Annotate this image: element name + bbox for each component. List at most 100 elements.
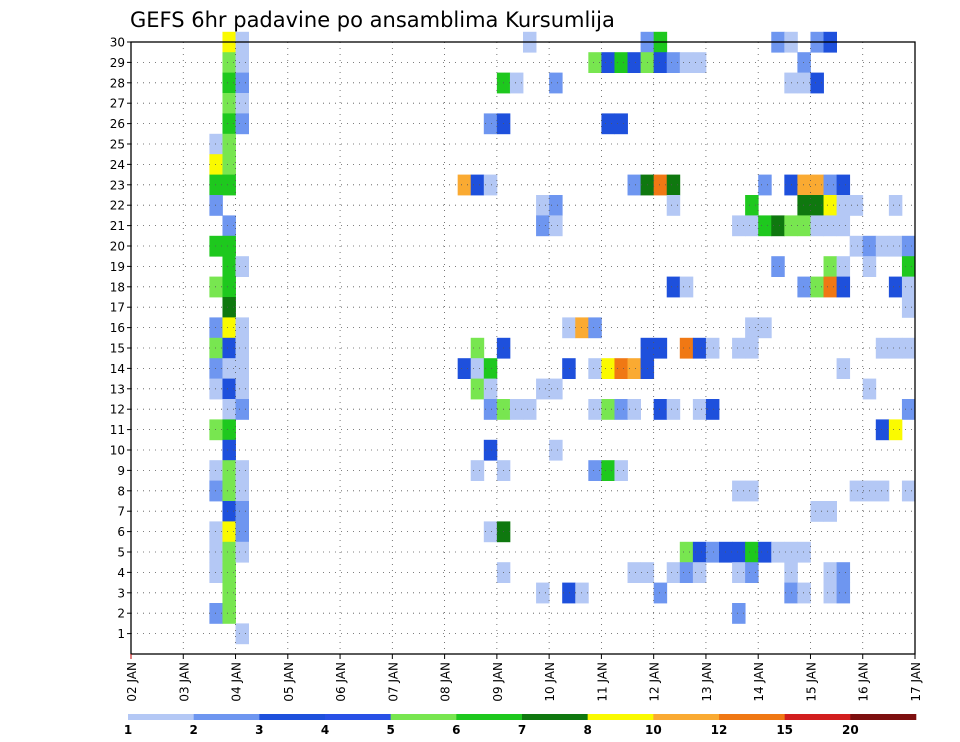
y-tick-label: 3: [117, 586, 125, 600]
y-tick-label: 29: [110, 56, 125, 70]
colorbar-segment: [325, 714, 391, 720]
heatmap-cell: [483, 521, 498, 543]
y-tick-label: 21: [110, 219, 125, 233]
y-tick-label: 30: [110, 36, 125, 50]
heatmap-cell: [810, 215, 824, 237]
heatmap-cell: [901, 256, 916, 277]
y-tick-label: 17: [110, 301, 125, 315]
heatmap-cell: [209, 195, 223, 216]
heatmap-cell: [549, 72, 563, 94]
colorbar-label: 20: [842, 723, 859, 737]
heatmap-cell: [888, 195, 903, 216]
heatmap-cell: [836, 256, 851, 277]
colorbar-label: 6: [452, 723, 460, 737]
heatmap-cell: [901, 337, 916, 359]
colorbar-segment: [850, 714, 917, 720]
heatmap-cell: [536, 195, 550, 216]
heatmap-cell: [692, 337, 707, 359]
heatmap-cell: [810, 276, 824, 298]
y-tick-label: 6: [117, 525, 125, 539]
heatmap-cell: [823, 276, 837, 298]
heatmap-cell: [209, 378, 223, 400]
heatmap-cell: [549, 215, 563, 237]
x-tick-label: 15 JAN: [804, 662, 818, 702]
heatmap-cell: [836, 562, 851, 583]
y-tick-label: 22: [110, 199, 125, 213]
x-tick-label: 04 JAN: [230, 662, 244, 702]
heatmap-cell: [679, 276, 694, 298]
heatmap-cell: [222, 399, 236, 420]
heatmap-cell: [627, 358, 641, 379]
y-tick-label: 28: [110, 76, 125, 90]
chart-title: GEFS 6hr padavine po ansamblima Kursumli…: [130, 8, 615, 32]
heatmap-cell: [235, 317, 249, 339]
heatmap-cell: [901, 480, 916, 502]
heatmap-cell: [209, 460, 223, 481]
heatmap-cell: [222, 154, 236, 175]
heatmap-cell: [235, 337, 249, 359]
heatmap-cell: [614, 358, 628, 379]
x-tick-label: 11 JAN: [595, 662, 609, 702]
heatmap-cell: [797, 72, 811, 94]
heatmap-cell: [483, 358, 498, 379]
heatmap-cell: [588, 399, 602, 420]
heatmap-cell: [810, 195, 824, 216]
y-tick-label: 25: [110, 138, 125, 152]
heatmap-cell: [523, 399, 537, 420]
heatmap-cell: [666, 195, 681, 216]
y-tick-label: 19: [110, 260, 125, 274]
heatmap-cell: [483, 378, 498, 400]
heatmap-cell: [457, 174, 472, 196]
heatmap-cell: [836, 174, 851, 196]
heatmap-cell: [575, 317, 589, 339]
heatmap-cell: [614, 399, 628, 420]
heatmap-cell: [666, 174, 681, 196]
colorbar-segment: [719, 714, 785, 720]
heatmap-cell: [562, 317, 576, 339]
heatmap-cell: [836, 358, 851, 379]
heatmap-cell: [732, 337, 746, 359]
heatmap-cell: [222, 72, 236, 94]
heatmap-cell: [797, 195, 811, 216]
heatmap-cell: [222, 480, 236, 502]
heatmap-cell: [653, 582, 668, 604]
heatmap-cell: [222, 174, 236, 196]
heatmap-cell: [836, 215, 851, 237]
heatmap-cell: [209, 480, 223, 502]
heatmap-cell: [509, 72, 524, 94]
heatmap-cell: [797, 215, 811, 237]
x-tick-label: 03 JAN: [177, 662, 191, 702]
y-tick-label: 4: [117, 566, 125, 580]
heatmap-cell: [601, 358, 615, 379]
heatmap-cell: [601, 399, 615, 420]
heatmap-cell: [771, 256, 785, 277]
heatmap-cell: [627, 174, 641, 196]
heatmap-cell: [549, 195, 563, 216]
x-tick-label: 09 JAN: [491, 662, 505, 702]
heatmap-cell: [222, 541, 236, 563]
heatmap-cell: [222, 215, 236, 237]
heatmap-cell: [235, 399, 249, 420]
y-tick-label: 12: [110, 403, 125, 417]
y-tick-label: 14: [110, 362, 125, 376]
heatmap-cell: [797, 582, 811, 604]
y-tick-label: 15: [110, 342, 125, 356]
heatmap-cell: [536, 378, 550, 400]
heatmap-cell: [222, 439, 236, 461]
y-tick-label: 9: [117, 464, 125, 478]
heatmap-cell: [758, 215, 772, 237]
heatmap-cell: [732, 215, 746, 237]
heatmap-cell: [901, 276, 916, 298]
heatmap-cell: [705, 337, 720, 359]
heatmap-cell: [692, 562, 707, 583]
heatmap-cell: [222, 378, 236, 400]
heatmap-cell: [823, 215, 837, 237]
heatmap-cell: [209, 521, 223, 543]
colorbar-segment: [522, 714, 588, 720]
heatmap-cell: [235, 480, 249, 502]
heatmap-cell: [849, 480, 864, 502]
heatmap-cell: [483, 174, 498, 196]
heatmap-cell: [235, 460, 249, 481]
heatmap-cell: [836, 582, 851, 604]
y-tick-label: 11: [110, 423, 125, 437]
